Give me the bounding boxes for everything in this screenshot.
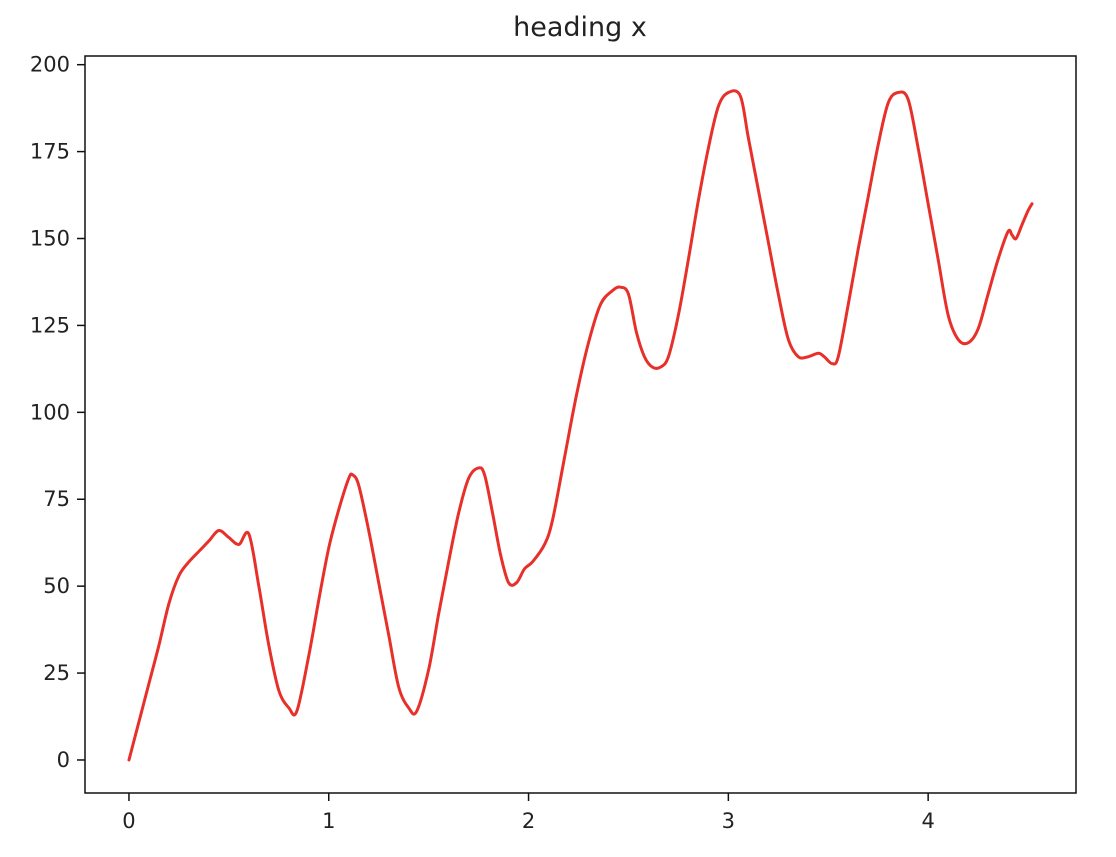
x-tick-label: 2: [522, 809, 535, 833]
y-tick-label: 0: [57, 748, 70, 772]
x-tick-label: 3: [722, 809, 735, 833]
y-tick-label: 100: [30, 400, 70, 424]
series-line: [127, 89, 1034, 762]
x-tick-label: 4: [921, 809, 934, 833]
x-tick-label: 1: [322, 809, 335, 833]
y-tick-label: 150: [30, 227, 70, 251]
chart-title: heading x: [513, 12, 647, 43]
y-tick-label: 25: [43, 661, 70, 685]
x-axis: 0 1 2 3 4: [122, 793, 935, 833]
x-tick-label: 0: [122, 809, 135, 833]
y-axis: 0 25 50 75 100 125 150 175 200: [30, 53, 85, 772]
y-tick-label: 200: [30, 53, 70, 77]
plot-area: [127, 89, 1034, 762]
y-tick-label: 50: [43, 574, 70, 598]
y-tick-label: 75: [43, 487, 70, 511]
y-tick-label: 175: [30, 140, 70, 164]
y-tick-label: 125: [30, 313, 70, 337]
plot-frame: [84, 55, 1077, 794]
